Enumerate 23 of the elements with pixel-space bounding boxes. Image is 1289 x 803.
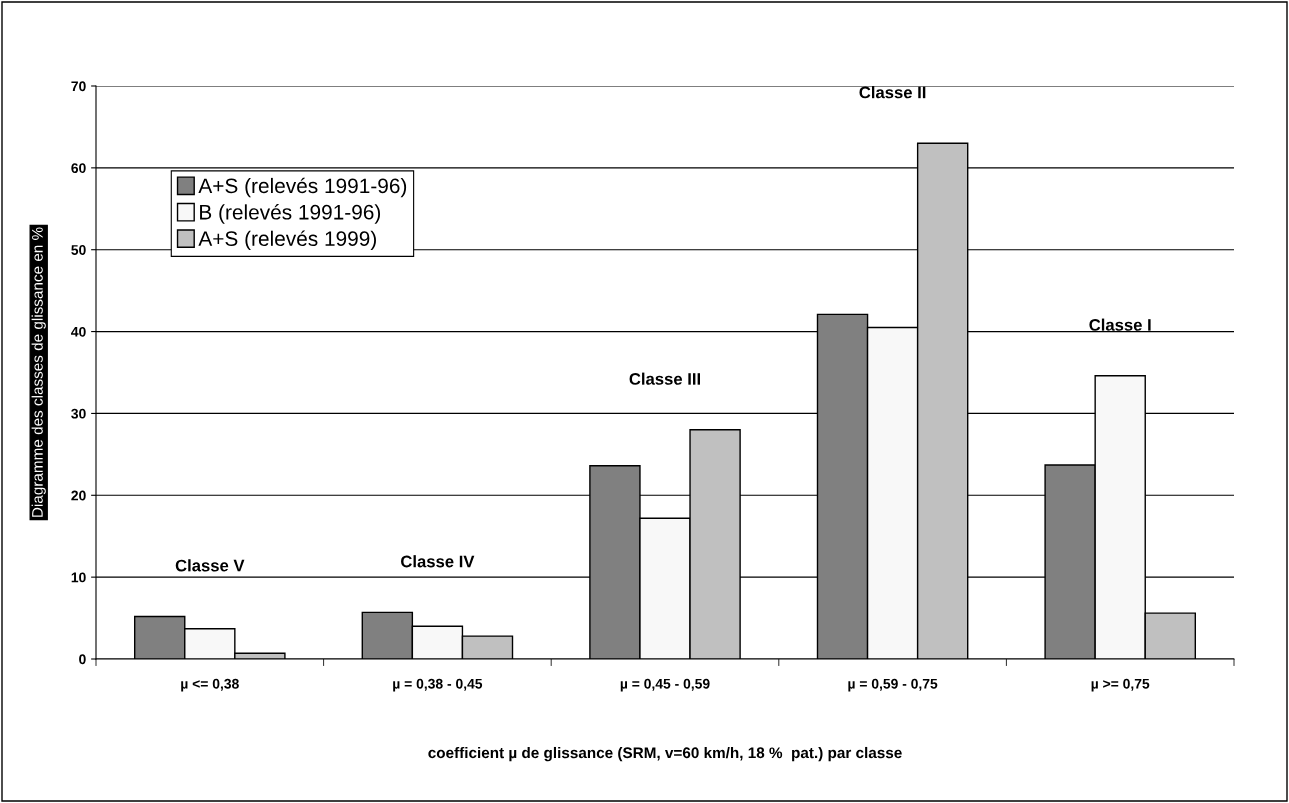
legend-label: A+S (relevés 1991-96) <box>198 177 407 198</box>
legend-label: A+S (relevés 1999) <box>198 230 376 251</box>
y-tick-label: 50 <box>71 245 86 255</box>
y-tick-label: 40 <box>71 326 86 337</box>
x-tick-label: µ >= 0,75 <box>1091 678 1150 692</box>
y-tick-label: 0 <box>79 654 86 665</box>
annotation: Classe III <box>629 372 701 385</box>
annotation: Classe II <box>859 86 926 99</box>
annotation: Classe I <box>1089 318 1151 331</box>
y-tick-label: 20 <box>71 490 86 501</box>
y-tick-label: 60 <box>71 163 86 174</box>
y-tick-label: 10 <box>71 572 86 583</box>
y-tick-label: 30 <box>71 408 86 419</box>
x-tick-label: µ = 0,45 - 0,59 <box>620 678 710 692</box>
x-axis-title: coefficient µ de glissance (SRM, v=60 km/h, 18 % pat.) par classe <box>428 746 902 762</box>
annotation: Classe V <box>175 559 245 572</box>
x-tick-label: µ <= 0,38 <box>181 678 239 692</box>
x-tick-label: µ = 0,38 - 0,45 <box>393 678 483 692</box>
annotation: Classe IV <box>401 555 475 568</box>
y-axis-title: Diagramme des classes de glissance en % <box>31 227 46 517</box>
x-tick-label: µ = 0,59 - 0,75 <box>848 678 938 692</box>
y-tick-label: 70 <box>71 81 86 92</box>
legend-label: B (relevés 1991-96) <box>200 204 381 224</box>
